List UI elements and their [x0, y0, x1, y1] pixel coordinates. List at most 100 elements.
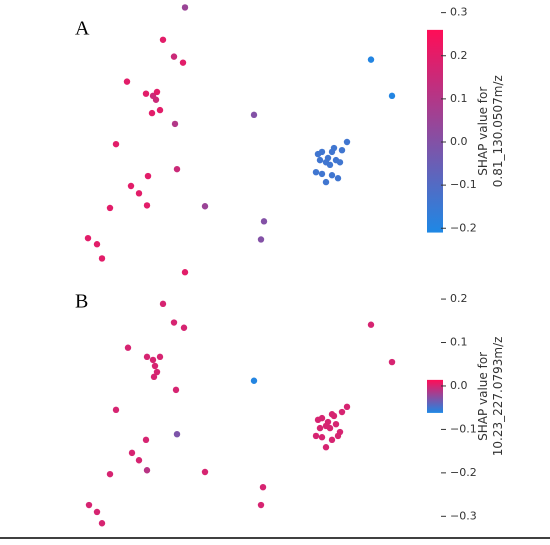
point [250, 111, 258, 119]
point [322, 444, 330, 451]
y-tick-label: −0.1 [450, 178, 477, 191]
point [123, 78, 131, 85]
y-tick-label: 0.2 [450, 49, 468, 62]
point [106, 204, 114, 212]
point [322, 178, 330, 186]
point [318, 434, 326, 441]
point [312, 432, 320, 440]
point [328, 172, 336, 179]
y-tick-label: −0.2 [450, 466, 477, 479]
point [173, 165, 181, 173]
point [127, 182, 135, 190]
point [153, 368, 161, 376]
point [142, 436, 150, 444]
point [159, 300, 167, 308]
point [143, 202, 151, 209]
colorbar-label-line: 0.81_130.0507m/z [491, 75, 505, 187]
colorbar-label-line: SHAP value for [476, 352, 490, 441]
colorbar-label: SHAP value for10.23_227.0793m/z [476, 337, 505, 457]
point [179, 59, 187, 66]
point [142, 90, 150, 97]
panel-letter: B [75, 291, 88, 313]
point [257, 501, 265, 509]
point [334, 432, 342, 440]
y-tick-label: 0.1 [450, 92, 468, 105]
y-tick-label: −0.3 [450, 509, 477, 522]
y-tick-label: −0.1 [450, 422, 477, 435]
point [143, 467, 151, 474]
point [338, 146, 346, 154]
point [388, 92, 396, 100]
colorbar-label-line: SHAP value for [476, 87, 490, 176]
point [112, 406, 120, 414]
point [93, 241, 101, 248]
point [172, 386, 180, 394]
point [318, 170, 326, 178]
point [170, 53, 178, 60]
point [93, 508, 101, 516]
point [328, 436, 336, 444]
point [336, 159, 344, 166]
point [128, 449, 136, 457]
point [150, 373, 158, 381]
colorbar [427, 379, 443, 413]
panel-letter: A [75, 18, 90, 40]
point [149, 356, 157, 364]
point [171, 120, 179, 128]
point [112, 140, 120, 148]
point [85, 501, 93, 509]
point [314, 416, 322, 424]
y-tick-label: −0.2 [450, 221, 477, 234]
point [316, 424, 324, 432]
point [326, 161, 334, 169]
point [84, 234, 92, 242]
point [367, 321, 375, 328]
point [144, 172, 152, 180]
point [173, 430, 181, 438]
point [316, 156, 324, 164]
point [98, 255, 106, 262]
point [159, 36, 167, 43]
point [201, 468, 209, 476]
point [328, 411, 336, 418]
y-tick-label: 0.0 [450, 379, 468, 392]
point [343, 403, 351, 411]
point [135, 190, 143, 197]
point [334, 175, 342, 182]
colorbar-label-line: 10.23_227.0793m/z [491, 337, 505, 457]
point [156, 353, 164, 361]
y-tick-label: 0.3 [450, 6, 468, 19]
point [260, 218, 268, 225]
point [181, 4, 189, 11]
point [98, 520, 106, 527]
y-tick-label: 0.1 [450, 336, 468, 349]
point [314, 150, 322, 158]
point [180, 324, 188, 331]
point [124, 344, 132, 351]
point [338, 408, 346, 416]
point [151, 362, 159, 370]
point [367, 56, 375, 63]
point [170, 319, 178, 326]
point [135, 457, 143, 464]
point [259, 484, 267, 491]
point [332, 421, 340, 428]
point [181, 269, 189, 276]
point [143, 353, 151, 361]
point [326, 424, 334, 432]
point [312, 168, 320, 176]
y-tick-label: 0.0 [450, 135, 468, 148]
point [250, 377, 258, 384]
point [388, 358, 396, 366]
point [328, 148, 336, 156]
colorbar-label: SHAP value for0.81_130.0507m/z [476, 75, 505, 187]
point [152, 96, 160, 103]
point [201, 203, 209, 210]
point [153, 88, 161, 96]
point [343, 138, 351, 146]
point [106, 470, 114, 478]
point [156, 106, 164, 114]
y-tick-label: 0.2 [450, 292, 468, 305]
colorbar [427, 29, 443, 233]
